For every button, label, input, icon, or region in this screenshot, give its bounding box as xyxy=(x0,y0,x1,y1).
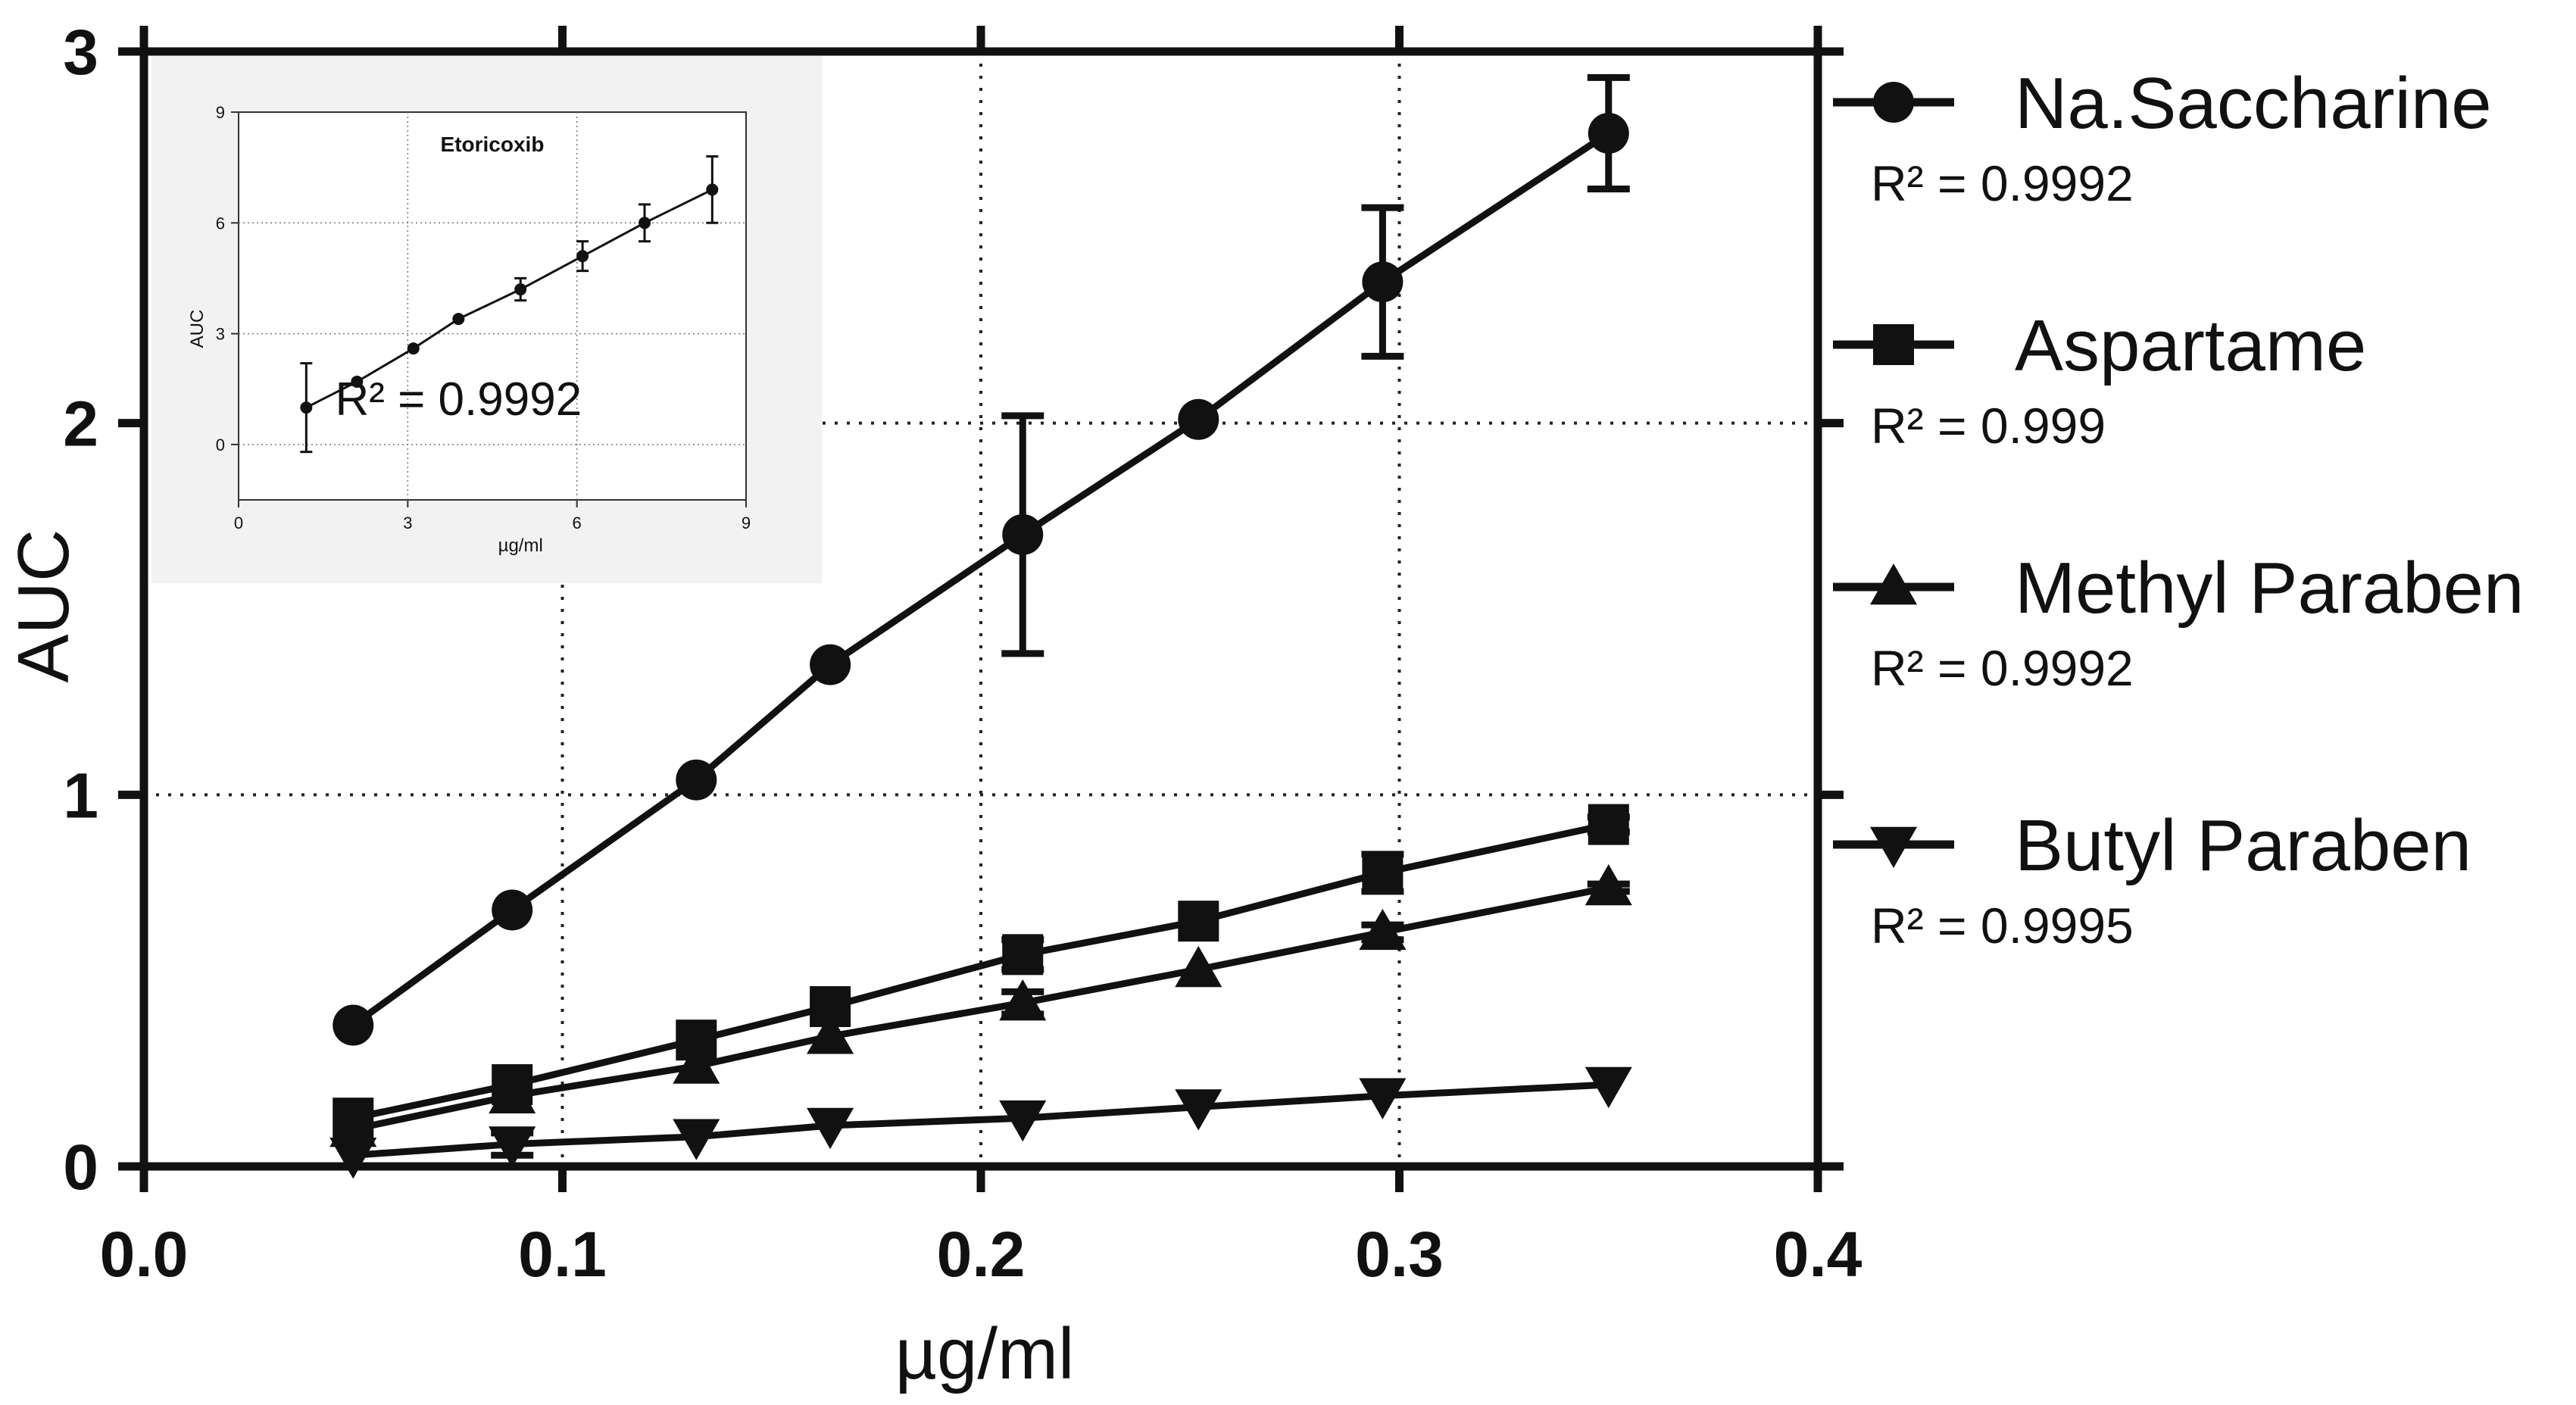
inset-y-axis-label: AUC xyxy=(187,310,208,348)
legend-r-squared: R² = 0.9992 xyxy=(1871,640,2134,696)
inset-data-point xyxy=(639,217,651,229)
inset-data-point xyxy=(514,283,527,296)
legend-label: Aspartame xyxy=(2015,305,2366,386)
inset-data-point xyxy=(452,313,465,326)
y-tick-label: 3 xyxy=(63,17,98,88)
data-point xyxy=(1362,261,1404,303)
data-point xyxy=(673,1042,720,1084)
data-point xyxy=(1175,1089,1222,1131)
inset-r-squared: R² = 0.9992 xyxy=(335,373,582,426)
data-point xyxy=(676,759,717,801)
x-tick-label: 0.3 xyxy=(1355,1219,1444,1290)
inset-data-point xyxy=(300,401,313,414)
data-point xyxy=(329,1137,377,1179)
data-point xyxy=(1359,908,1407,951)
data-point xyxy=(1585,1066,1632,1109)
inset-y-tick-label: 6 xyxy=(216,214,225,233)
data-point xyxy=(489,1126,536,1168)
data-point xyxy=(1359,1078,1407,1119)
series-na-saccharine xyxy=(333,73,1630,1046)
legend-marker xyxy=(1869,563,1918,605)
data-point xyxy=(489,1072,536,1114)
x-tick-label: 0.2 xyxy=(937,1219,1026,1290)
inset-data-point xyxy=(706,183,719,196)
inset-x-tick-label: 9 xyxy=(742,514,751,532)
inset-chart: 0 3 6 9 0 3 6 9 Etoricoxib µg/ml AUC R² = 0.9992 xyxy=(151,53,822,583)
x-tick-label: 0.0 xyxy=(100,1219,189,1290)
data-point xyxy=(492,889,533,931)
inset-title: Etoricoxib xyxy=(441,133,545,156)
legend-label: Butyl Paraben xyxy=(2015,805,2471,886)
legend-item: Aspartame R² = 0.999 xyxy=(1833,305,2366,454)
inset-data-point xyxy=(576,250,589,263)
data-point xyxy=(673,1119,720,1160)
series-methyl-paraben xyxy=(329,863,1632,1147)
data-point xyxy=(1178,398,1219,440)
inset-y-tick-label: 0 xyxy=(216,436,225,454)
legend-label: Methyl Paraben xyxy=(2015,548,2524,629)
legend-item: Na.Saccharine R² = 0.9992 xyxy=(1833,63,2492,211)
inset-x-axis-label: µg/ml xyxy=(498,535,543,556)
legend-r-squared: R² = 0.9995 xyxy=(1871,898,2134,954)
legend: Na.Saccharine R² = 0.9992 Aspartame R² = 0.… xyxy=(1833,63,2524,954)
data-point xyxy=(999,979,1047,1021)
inset-y-tick-label: 3 xyxy=(216,325,225,344)
data-point xyxy=(1585,863,1632,906)
data-point xyxy=(1362,852,1404,894)
data-point xyxy=(810,644,851,685)
data-point xyxy=(999,1100,1047,1142)
series-line xyxy=(352,821,1610,1122)
main-series xyxy=(329,73,1632,1179)
inset-data-point xyxy=(351,375,364,388)
inset-y-tick-label: 9 xyxy=(216,103,225,122)
x-tick-label: 0.4 xyxy=(1774,1219,1863,1290)
legend-label: Na.Saccharine xyxy=(2015,63,2492,144)
x-tick-label: 0.1 xyxy=(518,1219,607,1290)
data-point xyxy=(1002,514,1044,555)
data-point xyxy=(1588,804,1629,845)
inset-series-line xyxy=(305,189,713,409)
inset-x-tick-label: 6 xyxy=(573,514,582,532)
data-point xyxy=(807,1107,854,1150)
legend-r-squared: R² = 0.9992 xyxy=(1871,155,2134,211)
legend-item: Butyl Paraben R² = 0.9995 xyxy=(1833,805,2471,954)
data-point xyxy=(1175,945,1222,988)
legend-marker xyxy=(1869,826,1918,869)
series-line xyxy=(351,130,1611,1029)
y-tick-label: 1 xyxy=(63,760,98,831)
data-point xyxy=(1588,112,1629,154)
legend-item: Methyl Paraben R² = 0.9992 xyxy=(1833,548,2524,696)
data-point xyxy=(1178,901,1219,942)
data-point xyxy=(1002,934,1044,976)
y-tick-label: 0 xyxy=(63,1132,98,1203)
legend-marker xyxy=(1873,82,1914,123)
legend-r-squared: R² = 0.999 xyxy=(1871,398,2106,454)
inset-x-tick-label: 0 xyxy=(234,514,243,532)
y-tick-label: 2 xyxy=(63,389,98,460)
series-butyl-paraben xyxy=(329,1066,1632,1179)
series-line xyxy=(352,884,1610,1133)
inset-x-tick-label: 3 xyxy=(403,514,412,532)
inset-frame xyxy=(238,111,747,501)
main-axes: 0.0 0.1 0.2 0.3 0.4 0 1 2 3 µg/ml AUC xyxy=(3,17,1863,1394)
y-axis-title: AUC xyxy=(3,529,84,683)
x-axis-title: µg/ml xyxy=(895,1313,1075,1394)
legend-marker xyxy=(1873,324,1914,365)
data-point xyxy=(329,1105,377,1147)
data-point xyxy=(333,1004,374,1046)
series-line xyxy=(352,1081,1609,1159)
data-point xyxy=(807,1013,854,1054)
inset-data-point xyxy=(407,342,420,355)
